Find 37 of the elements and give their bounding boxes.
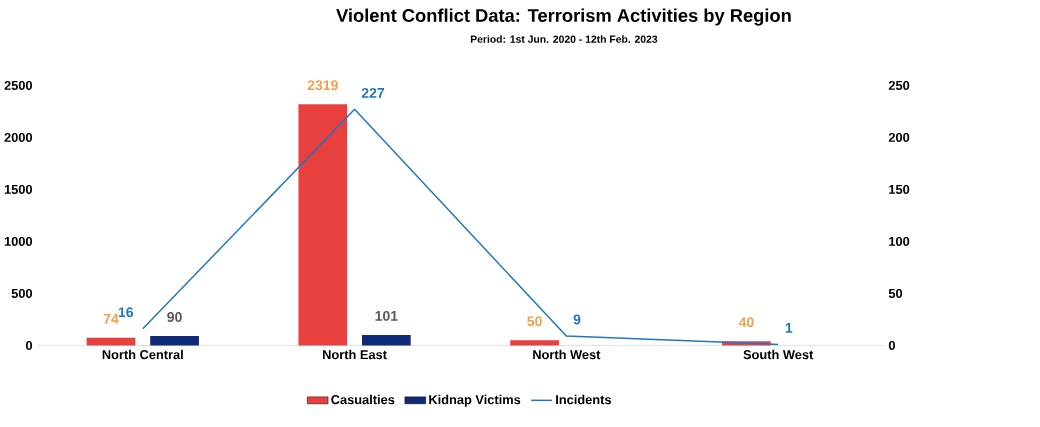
line-series bbox=[142, 108, 779, 346]
data-label: 50 bbox=[527, 316, 542, 327]
legend-label: Incidents bbox=[556, 394, 612, 405]
y2-tick-label: 250 bbox=[888, 80, 910, 90]
x-tick-label: South West bbox=[743, 349, 814, 360]
data-label: 90 bbox=[167, 311, 182, 322]
y-tick-label: 1500 bbox=[4, 184, 33, 194]
data-label: 74 bbox=[103, 313, 119, 324]
chart-subtitle: Period: 1st Jun. 2020 - 12th Feb. 2023 bbox=[470, 35, 658, 43]
data-label: 227 bbox=[361, 87, 385, 98]
legend-label: Casualties bbox=[331, 394, 395, 405]
bar bbox=[510, 340, 559, 346]
y2-tick-label: 100 bbox=[889, 236, 910, 246]
legend-label: Kidnap Victims bbox=[429, 394, 521, 407]
x-tick-label: North Central bbox=[102, 349, 183, 360]
data-label: 40 bbox=[738, 317, 754, 328]
bar bbox=[298, 104, 348, 346]
x-tick-label: North East bbox=[323, 349, 387, 360]
chart-title: Violent Conflict Data: Terrorism Activities by Region bbox=[336, 8, 791, 26]
y-tick-label: 1000 bbox=[4, 236, 33, 246]
bar bbox=[86, 337, 136, 346]
x-tick-label: North West bbox=[533, 349, 601, 360]
y-tick-label: 2500 bbox=[4, 80, 33, 90]
data-label: 1 bbox=[785, 323, 793, 333]
y2-tick-label: 50 bbox=[888, 288, 903, 298]
data-label: 9 bbox=[573, 314, 581, 325]
bar bbox=[150, 335, 199, 346]
y2-tick-label: 0 bbox=[888, 340, 895, 350]
data-label: 16 bbox=[118, 307, 134, 318]
y2-tick-label: 150 bbox=[889, 184, 910, 194]
y-tick-label: 2000 bbox=[4, 132, 33, 142]
data-label: 2319 bbox=[307, 80, 338, 91]
bar bbox=[361, 334, 411, 346]
y-tick-label: 500 bbox=[11, 288, 33, 298]
data-label: 101 bbox=[375, 310, 398, 321]
y2-tick-label: 200 bbox=[888, 132, 910, 142]
y-tick-label: 0 bbox=[25, 340, 33, 350]
